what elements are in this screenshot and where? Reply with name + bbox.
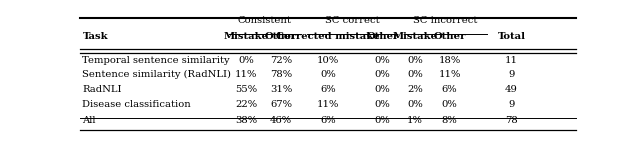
Text: Mistake: Mistake	[223, 32, 269, 41]
Text: SC incorrect: SC incorrect	[413, 16, 477, 25]
Text: 0%: 0%	[374, 117, 390, 125]
Text: 67%: 67%	[270, 100, 292, 109]
Text: 1%: 1%	[407, 117, 423, 125]
Text: 0%: 0%	[407, 70, 422, 79]
Text: 72%: 72%	[270, 56, 292, 65]
Text: 55%: 55%	[235, 85, 257, 94]
Text: 11%: 11%	[317, 100, 339, 109]
Text: 10%: 10%	[317, 56, 339, 65]
Text: SC correct: SC correct	[325, 16, 380, 25]
Text: 0%: 0%	[374, 70, 390, 79]
Text: Consistent: Consistent	[238, 16, 292, 25]
Text: Total: Total	[497, 32, 525, 41]
Text: 0%: 0%	[320, 70, 336, 79]
Text: 2%: 2%	[407, 85, 422, 94]
Text: 18%: 18%	[438, 56, 461, 65]
Text: Other: Other	[433, 32, 466, 41]
Text: 0%: 0%	[374, 85, 390, 94]
Text: 9: 9	[508, 100, 515, 109]
Text: All: All	[83, 117, 96, 125]
Text: 22%: 22%	[235, 100, 257, 109]
Text: Other: Other	[366, 32, 399, 41]
Text: 11%: 11%	[438, 70, 461, 79]
Text: 78%: 78%	[270, 70, 292, 79]
Text: Temporal sentence similarity: Temporal sentence similarity	[83, 56, 230, 65]
Text: Corrected mistake: Corrected mistake	[276, 32, 380, 41]
Text: 0%: 0%	[374, 56, 390, 65]
Text: 9: 9	[508, 70, 515, 79]
Text: 8%: 8%	[442, 117, 458, 125]
Text: Disease classification: Disease classification	[83, 100, 191, 109]
Text: 38%: 38%	[235, 117, 257, 125]
Text: RadNLI: RadNLI	[83, 85, 122, 94]
Text: 49: 49	[505, 85, 518, 94]
Text: 11: 11	[505, 56, 518, 65]
Text: 6%: 6%	[320, 117, 336, 125]
Text: 31%: 31%	[269, 85, 292, 94]
Text: Other: Other	[265, 32, 297, 41]
Text: 46%: 46%	[270, 117, 292, 125]
Text: 11%: 11%	[235, 70, 257, 79]
Text: 0%: 0%	[238, 56, 254, 65]
Text: 0%: 0%	[407, 56, 422, 65]
Text: 6%: 6%	[442, 85, 458, 94]
Text: 0%: 0%	[407, 100, 422, 109]
Text: Mistake: Mistake	[392, 32, 437, 41]
Text: 0%: 0%	[374, 100, 390, 109]
Text: Sentence similarity (RadNLI): Sentence similarity (RadNLI)	[83, 70, 232, 79]
Text: 78: 78	[505, 117, 518, 125]
Text: 0%: 0%	[442, 100, 458, 109]
Text: Task: Task	[83, 32, 108, 41]
Text: 6%: 6%	[320, 85, 336, 94]
